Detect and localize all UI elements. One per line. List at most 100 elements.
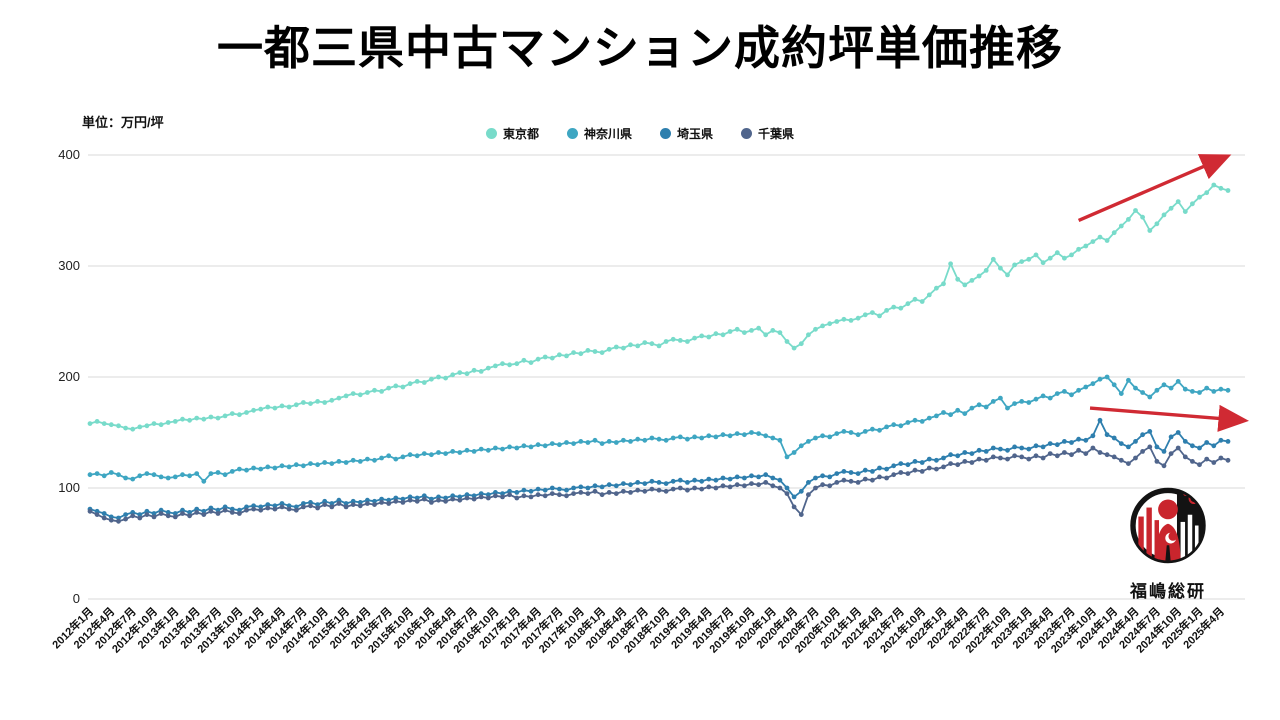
data-point xyxy=(229,411,235,416)
data-point xyxy=(685,480,690,485)
data-point xyxy=(507,444,512,450)
data-point xyxy=(215,507,221,513)
data-point xyxy=(1126,377,1131,383)
data-point xyxy=(1133,208,1138,213)
data-point xyxy=(606,439,612,444)
data-point xyxy=(756,482,761,488)
data-point xyxy=(549,355,555,361)
chart-title: 一都三県中古マンション成約坪単価推移 xyxy=(217,22,1063,74)
data-point xyxy=(1204,440,1210,445)
data-point xyxy=(493,490,498,495)
data-point xyxy=(564,493,569,499)
data-point xyxy=(251,506,256,512)
data-point xyxy=(734,482,740,488)
logo-caption: 福嶋総研 xyxy=(1130,582,1206,601)
data-point xyxy=(685,487,690,493)
data-point xyxy=(983,268,989,273)
data-point xyxy=(222,507,228,513)
data-point xyxy=(919,299,925,304)
data-point xyxy=(770,435,776,441)
data-point xyxy=(813,326,818,332)
data-point xyxy=(158,422,164,428)
data-point xyxy=(692,335,697,341)
data-point xyxy=(1026,256,1032,262)
data-point xyxy=(308,461,313,466)
data-point xyxy=(130,513,136,519)
data-point xyxy=(1204,385,1210,391)
series-神奈川県 xyxy=(87,374,1231,484)
data-point xyxy=(222,472,228,478)
data-point xyxy=(308,401,313,406)
data-point xyxy=(542,443,548,449)
data-point xyxy=(265,505,271,511)
data-point xyxy=(642,488,648,494)
data-point xyxy=(1126,461,1131,466)
data-point xyxy=(350,498,356,504)
data-point xyxy=(201,416,207,422)
legend-item-神奈川県: 神奈川県 xyxy=(566,125,632,142)
data-point xyxy=(130,510,136,515)
data-point xyxy=(244,507,249,513)
data-point xyxy=(101,511,107,516)
data-point xyxy=(820,433,825,439)
data-point xyxy=(400,384,406,390)
data-point xyxy=(343,504,349,510)
data-point xyxy=(1182,209,1188,215)
data-point xyxy=(521,443,527,449)
data-point xyxy=(1005,447,1010,453)
data-point xyxy=(372,498,377,504)
data-point xyxy=(485,495,491,501)
data-point xyxy=(187,513,193,519)
data-point xyxy=(841,469,847,474)
data-point xyxy=(485,365,491,371)
data-point xyxy=(1104,374,1110,380)
data-point xyxy=(151,514,157,520)
data-point xyxy=(606,490,612,495)
data-point xyxy=(571,491,576,496)
data-point xyxy=(613,483,619,489)
data-point xyxy=(279,501,285,506)
data-point xyxy=(485,492,491,498)
data-point xyxy=(1111,435,1117,441)
data-point xyxy=(343,393,349,399)
data-point xyxy=(628,439,633,444)
data-point xyxy=(286,503,292,509)
data-point xyxy=(329,397,335,403)
data-point xyxy=(1104,432,1110,438)
data-point xyxy=(848,478,854,484)
data-point xyxy=(478,494,484,500)
data-point xyxy=(1197,445,1202,451)
y-tick-label: 200 xyxy=(58,369,80,384)
data-point xyxy=(599,441,605,446)
data-point xyxy=(727,433,733,439)
data-point xyxy=(926,415,932,421)
data-point xyxy=(286,404,292,410)
data-point xyxy=(848,430,854,435)
data-point xyxy=(514,495,520,501)
data-point xyxy=(1033,453,1039,459)
data-point xyxy=(848,318,854,323)
data-point xyxy=(1140,390,1145,395)
data-point xyxy=(742,330,747,335)
data-point xyxy=(763,472,769,478)
data-point xyxy=(421,380,427,385)
data-point xyxy=(137,473,143,479)
data-point xyxy=(87,421,93,426)
data-point xyxy=(628,482,633,488)
data-point xyxy=(336,459,342,464)
data-point xyxy=(905,301,911,307)
data-point xyxy=(948,261,953,267)
data-point xyxy=(606,482,612,488)
data-point xyxy=(1211,389,1217,394)
data-point xyxy=(514,490,520,495)
data-point xyxy=(386,497,392,503)
data-point xyxy=(215,511,221,516)
data-point xyxy=(279,463,285,469)
data-point xyxy=(677,338,683,343)
data-point xyxy=(237,466,242,472)
data-point xyxy=(734,474,740,480)
data-point xyxy=(329,501,335,506)
data-point xyxy=(919,460,925,465)
data-point xyxy=(187,417,193,423)
data-point xyxy=(350,457,356,463)
